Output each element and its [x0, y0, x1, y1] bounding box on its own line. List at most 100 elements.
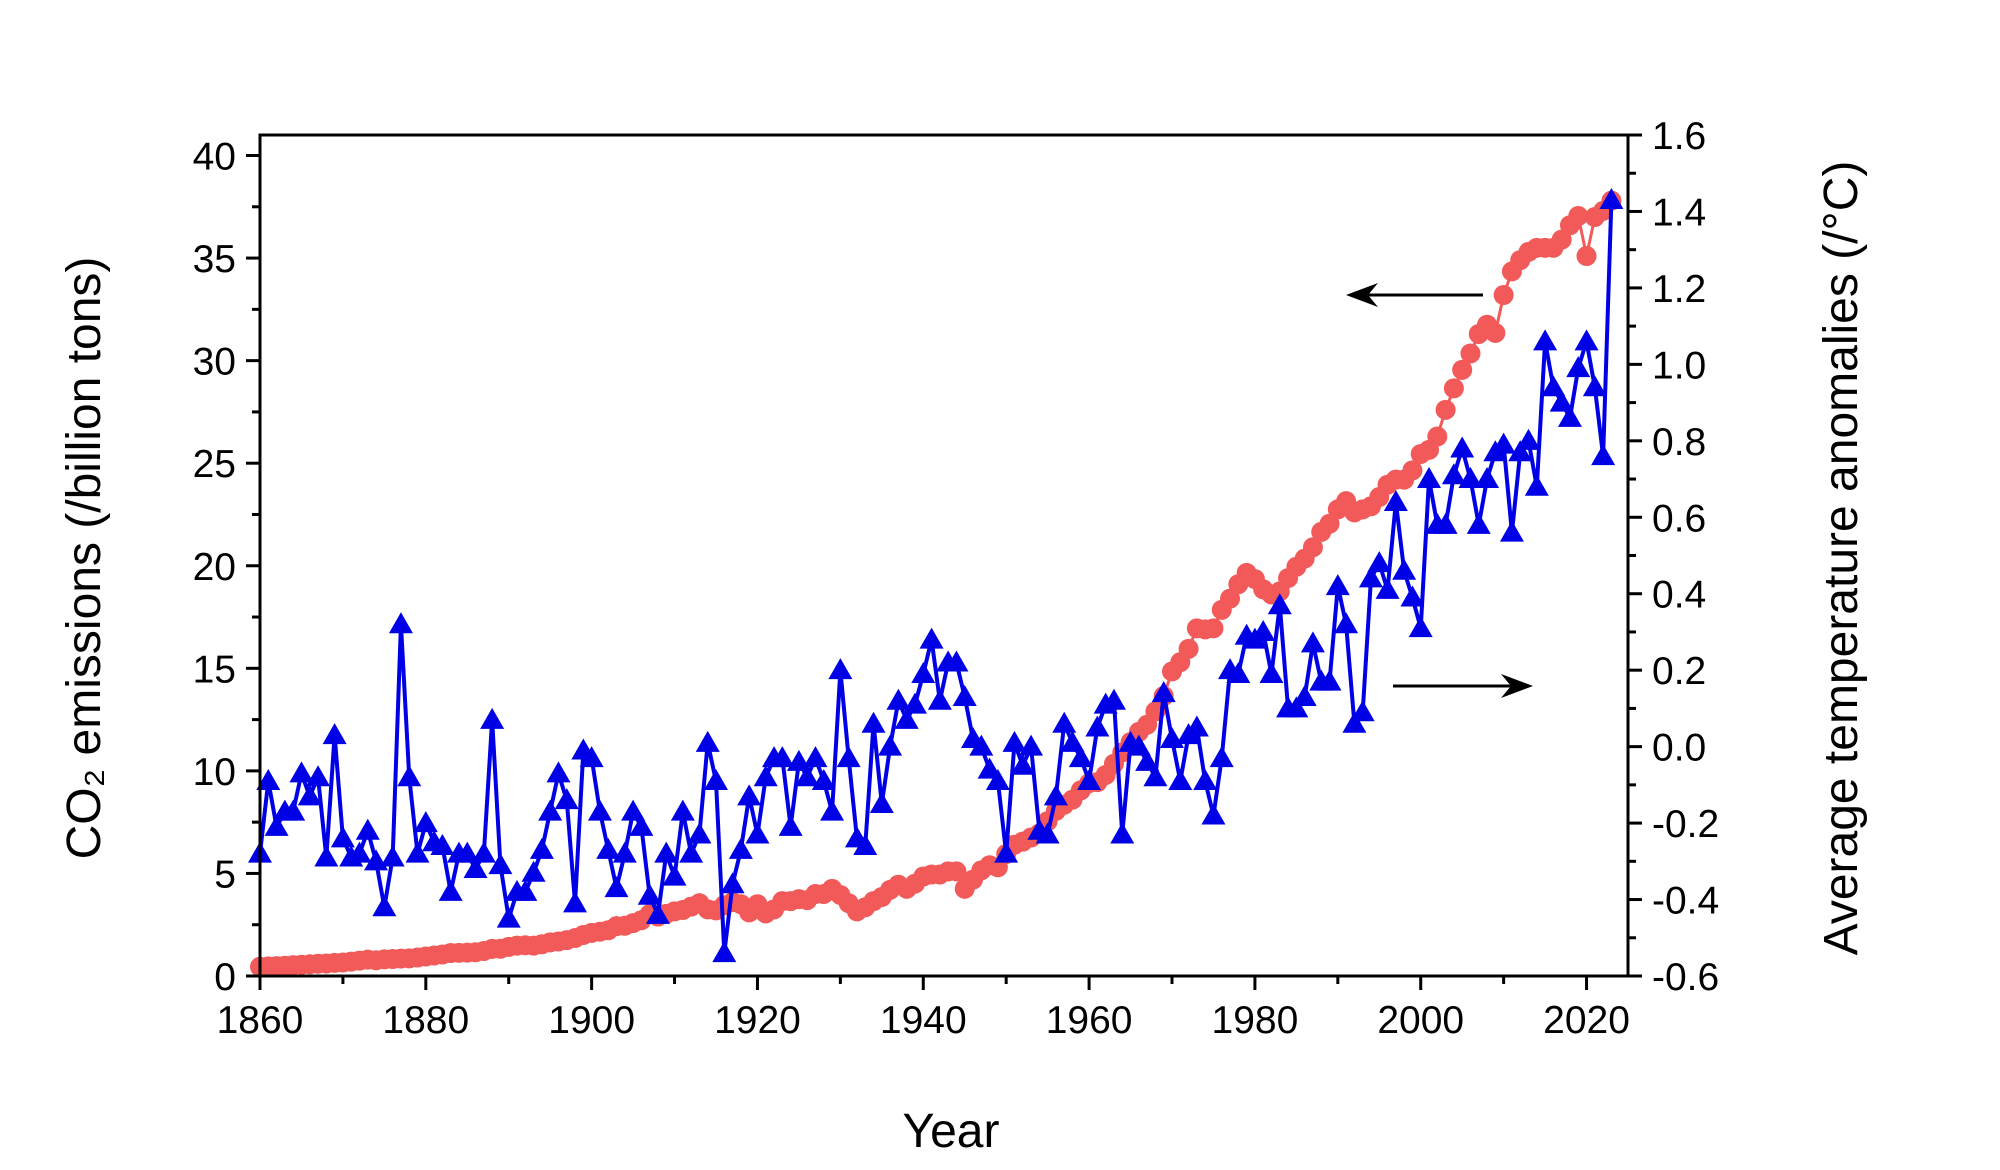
y-right-tick-label: 1.0 [1652, 344, 1706, 387]
temperature-point [1574, 329, 1599, 351]
temperature-point [1524, 474, 1549, 496]
temperature-point [306, 765, 331, 787]
temperature-point [878, 734, 903, 756]
temperature-point [927, 688, 952, 710]
temperature-point [911, 662, 936, 684]
temperature-point [994, 841, 1019, 863]
temperature-point [654, 841, 679, 863]
temperature-point [1367, 551, 1392, 573]
temperature-point [637, 883, 662, 905]
temperature-point [919, 627, 944, 649]
temperature-point [1110, 822, 1135, 844]
temperature-point [413, 811, 438, 833]
y-left-tick-label: 5 [214, 853, 236, 896]
temperature-point [264, 814, 289, 836]
y-right-tick-label: 1.6 [1652, 115, 1706, 158]
temperature-point [1334, 612, 1359, 634]
temperature-point [546, 761, 571, 783]
temperature-point [969, 734, 994, 756]
temperature-point [1168, 769, 1193, 791]
temperature-series [248, 187, 1624, 963]
temperature-point [538, 799, 563, 821]
temperature-point [894, 707, 919, 729]
temperature-point [1002, 730, 1027, 752]
temperature-point [985, 769, 1010, 791]
temperature-point [1151, 681, 1176, 703]
temperature-point [1019, 734, 1044, 756]
temperature-point [1375, 577, 1400, 599]
temperature-point [1358, 566, 1383, 588]
co2-point [1178, 638, 1199, 659]
temperature-point [728, 837, 753, 859]
temperature-point [820, 799, 845, 821]
temperature-point [695, 730, 720, 752]
co2-point [1452, 359, 1473, 380]
temperature-point [795, 765, 820, 787]
y-right-axis-title: Average temperature anomalies (/°C) [1815, 161, 1868, 956]
temperature-point [471, 841, 496, 863]
y-right-tick-label: 1.4 [1652, 191, 1706, 234]
temperature-point [521, 860, 546, 882]
temperature-point [1010, 753, 1035, 775]
temperature-point [529, 837, 554, 859]
temperature-point [861, 711, 886, 733]
temperature-point [770, 746, 795, 768]
co2-point [1302, 537, 1323, 558]
temperature-point [1259, 662, 1284, 684]
temperature-point [1392, 558, 1417, 580]
temperature-point [330, 826, 355, 848]
temperature-point [1516, 428, 1541, 450]
temperature-point [289, 761, 314, 783]
co2-point [1460, 343, 1481, 364]
temperature-point [347, 841, 372, 863]
temperature-point [1508, 440, 1533, 462]
temperature-point [1458, 467, 1483, 489]
temperature-point [1417, 467, 1442, 489]
y-right-tick-label: -0.4 [1652, 880, 1719, 923]
y-right-tick-label: 0.0 [1652, 727, 1706, 770]
temperature-point [1350, 700, 1375, 722]
co2-point [946, 861, 967, 882]
temperature-point [430, 834, 455, 856]
y-right-tick-label: 0.2 [1652, 650, 1706, 693]
temperature-point [513, 879, 538, 901]
temperature-point [1143, 765, 1168, 787]
temperature-point [1557, 405, 1582, 427]
temperature-point [704, 769, 728, 791]
temperature-point [1043, 784, 1068, 806]
temperature-point [1549, 390, 1574, 412]
temperature-point [281, 799, 306, 821]
y-left-tick-label: 15 [193, 648, 236, 691]
temperature-point [753, 765, 778, 787]
temperature-point [1450, 436, 1475, 458]
temperature-point [621, 799, 646, 821]
left-axis-arrow [1346, 283, 1483, 307]
temperature-point [438, 879, 463, 901]
co2-point [1203, 618, 1224, 639]
temperature-point [1184, 715, 1209, 737]
temperature-point [629, 814, 654, 836]
temperature-point [745, 822, 770, 844]
y-right-tick-label: -0.2 [1652, 803, 1719, 846]
temperature-point [1599, 187, 1624, 209]
temperature-point [1101, 688, 1126, 710]
temperature-point [1035, 822, 1060, 844]
temperature-point [1582, 375, 1607, 397]
y-right-tick-label: 1.2 [1652, 268, 1706, 311]
temperature-point [388, 612, 413, 634]
temperature-point [596, 837, 621, 859]
temperature-point [612, 841, 637, 863]
temperature-point [737, 784, 762, 806]
temperature-point [579, 746, 604, 768]
temperature-point [380, 845, 405, 867]
temperature-point [1541, 375, 1566, 397]
temperature-point [1209, 746, 1234, 768]
x-tick-label: 1920 [714, 999, 801, 1042]
temperature-point [1533, 329, 1558, 351]
co2-point [1568, 206, 1589, 227]
y-right-tick-label: 0.4 [1652, 574, 1706, 617]
y-left-tick-label: 30 [193, 341, 236, 384]
temperature-point [1193, 769, 1218, 791]
temperature-point [1060, 730, 1085, 752]
